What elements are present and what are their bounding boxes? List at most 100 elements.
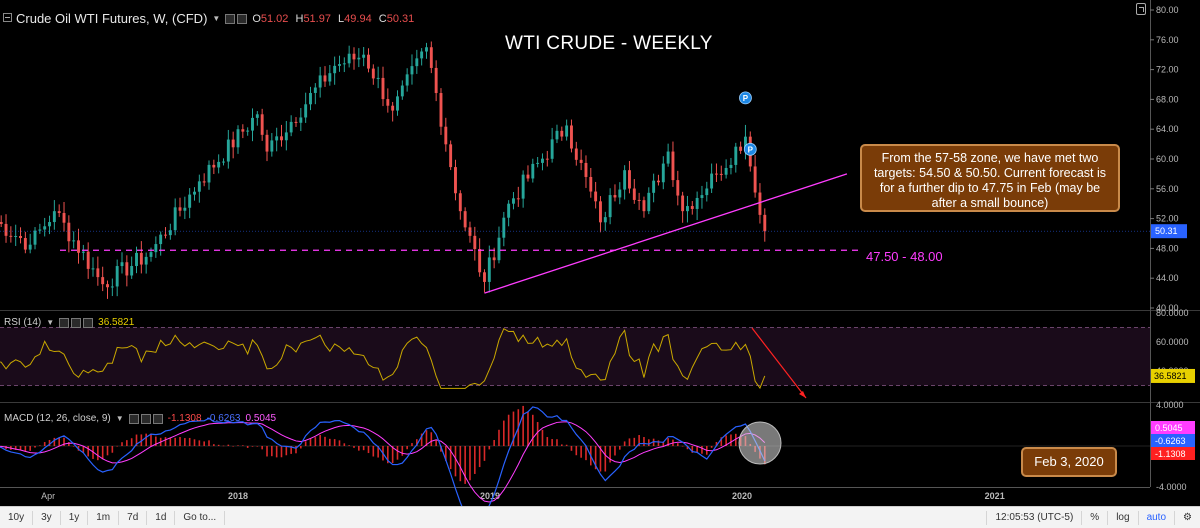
candle-body [338, 64, 341, 66]
macd-histogram-bar [300, 446, 302, 449]
macd-histogram-bar [68, 442, 70, 446]
candle-body [468, 227, 472, 236]
macd-histogram-bar [246, 446, 249, 448]
percent-toggle[interactable]: % [1081, 510, 1107, 525]
macd-histogram-bar [570, 446, 573, 451]
goto-button[interactable]: Go to... [175, 510, 226, 525]
range-3y[interactable]: 3y [33, 510, 61, 525]
candle-body [618, 189, 622, 198]
candle-body [603, 217, 607, 223]
close-icon[interactable] [152, 413, 163, 424]
settings-icon[interactable] [140, 413, 151, 424]
symbol-name[interactable]: Crude Oil WTI Futures, W, (CFD) [16, 11, 208, 26]
ohlc-readout: O51.02 H51.97 L49.94 C50.31 [252, 13, 418, 25]
current-price-label: 50.31 [1155, 226, 1178, 236]
candle-body [507, 203, 511, 218]
macd-histogram-bar [435, 440, 437, 446]
main-legend: Crude Oil WTI Futures, W, (CFD) ▼ O51.02… [16, 11, 418, 26]
chart-canvas[interactable]: 40.00 44.00 48.00 52.00 56.00 60.00 64.00 68.00… [0, 0, 1200, 506]
macd-histogram-bar [565, 444, 568, 446]
close-icon[interactable] [83, 317, 94, 328]
candle-body [304, 104, 308, 118]
macd-histogram-bar [532, 414, 534, 446]
settings-icon[interactable] [237, 13, 248, 24]
date-callout[interactable]: Feb 3, 2020 [1021, 447, 1117, 477]
pivot-marker-label: P [748, 145, 754, 154]
chevron-down-icon[interactable]: ▼ [115, 414, 124, 423]
candle-body [197, 181, 201, 192]
candle-body [753, 166, 757, 193]
macd-histogram-bar [696, 446, 698, 453]
trendline [484, 173, 848, 294]
macd-histogram-bar [657, 440, 660, 446]
chevron-down-icon[interactable]: ▼ [46, 318, 55, 327]
macd-histogram-bar [469, 446, 471, 481]
range-1y[interactable]: 1y [61, 510, 89, 525]
settings-icon[interactable]: ⚙ [1174, 510, 1200, 525]
settings-icon[interactable] [71, 317, 82, 328]
pivot-marker-label: P [743, 94, 749, 103]
candle-body [318, 75, 322, 88]
price-tick-label: 68.00 [1156, 94, 1179, 104]
macd-histogram-bar [652, 438, 655, 446]
rsi-label[interactable]: RSI (14) [4, 317, 42, 328]
log-toggle[interactable]: log [1107, 510, 1137, 525]
candle-body [512, 198, 515, 204]
ohlc-open-key: O [252, 12, 261, 25]
macd-histogram-bar [285, 446, 288, 456]
macd-value-tag-label: -0.6263 [1155, 436, 1186, 446]
range-1d[interactable]: 1d [147, 510, 176, 525]
rsi-tick-label: 80.0000 [1156, 308, 1189, 318]
maximize-icon[interactable] [1136, 3, 1146, 15]
candle-body [222, 161, 225, 163]
candle-body [130, 266, 134, 276]
rsi-band [0, 327, 1150, 386]
candle-body [584, 162, 588, 177]
macd-histogram-bar [116, 445, 118, 447]
legend-controls [225, 13, 248, 24]
range-1m[interactable]: 1m [88, 510, 120, 525]
candle-body [666, 151, 670, 164]
macd-histogram-bar [39, 445, 41, 446]
macd-histogram-bar [164, 437, 167, 446]
candle-body [410, 66, 414, 75]
macd-controls [128, 413, 163, 424]
auto-toggle[interactable]: auto [1137, 510, 1174, 525]
macd-histogram-bar [53, 437, 56, 446]
time-tick-label: 2020 [732, 491, 752, 501]
forecast-note[interactable]: From the 57-58 zone, we have met two tar… [860, 144, 1120, 212]
candle-body [144, 256, 148, 265]
macd-hist-value: -1.1308 [167, 413, 202, 424]
macd-histogram-bar [503, 420, 505, 446]
range-10y[interactable]: 10y [0, 510, 34, 525]
macd-histogram-bar [338, 440, 341, 446]
collapse-icon[interactable] [3, 13, 12, 22]
macd-histogram-bar [667, 438, 669, 446]
candle-body [241, 129, 245, 132]
macd-histogram-bar [58, 437, 60, 446]
macd-histogram-bar [638, 435, 640, 446]
clock-readout[interactable]: 12:05:53 (UTC-5) [986, 510, 1081, 525]
candle-body [120, 262, 124, 267]
visibility-icon[interactable] [128, 413, 139, 424]
macd-histogram-bar [701, 446, 703, 454]
macd-histogram-bar [319, 434, 321, 446]
macd-histogram-bar [715, 441, 718, 446]
visibility-icon[interactable] [59, 317, 70, 328]
candle-body [541, 158, 544, 163]
macd-histogram-bar [304, 441, 307, 446]
macd-value-tag [1151, 421, 1195, 434]
candle-body [623, 170, 627, 190]
rsi-value: 36.5821 [98, 317, 135, 328]
candle-body [579, 159, 583, 163]
macd-histogram-bar [324, 436, 326, 446]
chevron-down-icon[interactable]: ▼ [212, 14, 221, 23]
visibility-icon[interactable] [225, 13, 236, 24]
range-7d[interactable]: 7d [119, 510, 148, 525]
macd-histogram-bar [720, 437, 723, 446]
candle-body [710, 173, 714, 189]
candle-body [362, 54, 366, 58]
macd-legend: MACD (12, 26, close, 9) ▼ -1.1308 -0.626… [4, 413, 276, 424]
macd-label[interactable]: MACD (12, 26, close, 9) [4, 413, 111, 424]
time-tick-label: Apr [41, 491, 55, 501]
